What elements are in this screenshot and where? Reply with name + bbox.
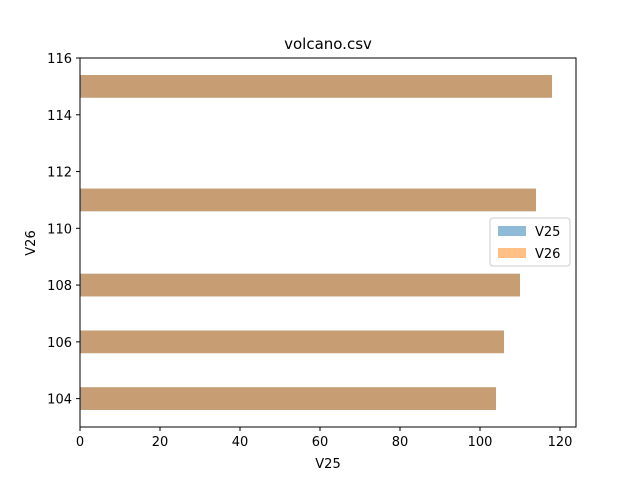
bar-V26-106	[80, 330, 504, 354]
x-tick-label: 40	[232, 435, 249, 450]
y-tick-label: 108	[47, 279, 72, 294]
bars-group	[80, 75, 552, 410]
x-tick-label: 0	[76, 435, 84, 450]
bar-V26-115	[80, 75, 552, 98]
x-tick-label: 20	[152, 435, 169, 450]
x-tick-label: 100	[468, 435, 493, 450]
y-axis-label: V26	[24, 230, 39, 255]
x-tick-label: 60	[312, 435, 329, 450]
x-axis: 0 20 40 60 80 100 120	[76, 427, 573, 450]
legend-label-V26: V26	[535, 247, 560, 262]
legend-label-V25: V25	[535, 225, 560, 240]
x-tick-label: 120	[548, 435, 573, 450]
y-tick-label: 114	[47, 109, 72, 124]
y-tick-label: 112	[47, 166, 72, 181]
y-tick-label: 104	[47, 393, 72, 408]
y-tick-label: 106	[47, 336, 72, 351]
x-axis-label: V25	[315, 457, 340, 472]
y-tick-label: 110	[47, 222, 72, 237]
bar-V26-104	[80, 387, 496, 410]
chart-title: volcano.csv	[284, 35, 372, 53]
plot-frame	[79, 57, 577, 428]
x-tick-label: 80	[392, 435, 409, 450]
legend-swatch-V25	[498, 226, 526, 236]
bar-V26-108	[80, 273, 520, 297]
legend-swatch-V26	[498, 248, 526, 258]
bar-V26-111	[80, 188, 536, 212]
y-tick-label: 116	[47, 52, 72, 67]
y-axis: 104 106 108 110 112 114 116	[47, 52, 80, 408]
